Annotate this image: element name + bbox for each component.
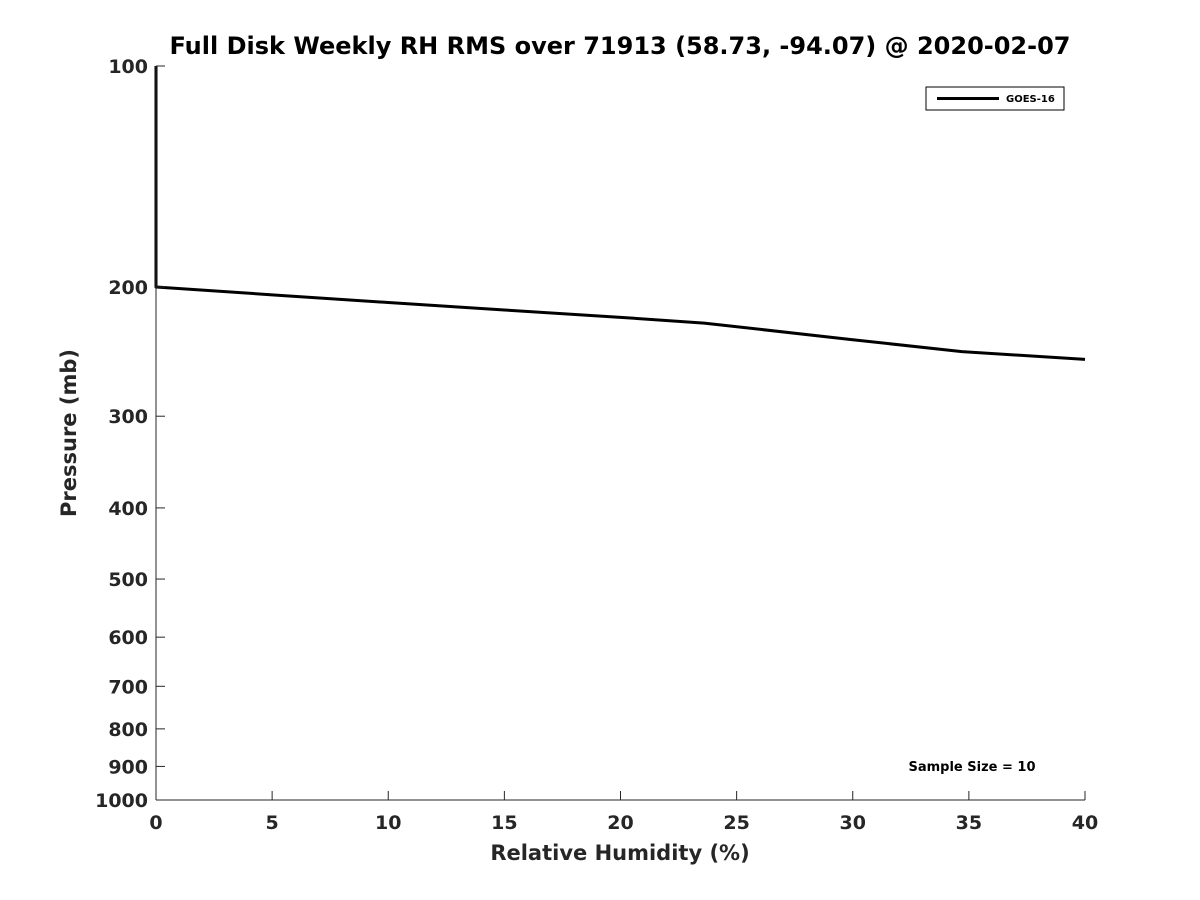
plot-area	[154, 66, 1086, 361]
y-axis-title: Pressure (mb)	[57, 349, 81, 517]
y-tick-label: 100	[108, 56, 148, 78]
y-tick-label: 900	[108, 756, 148, 778]
legend: GOES-16	[925, 86, 1065, 111]
legend-label-goes-16: GOES-16	[1006, 94, 1055, 105]
y-tick-label: 400	[108, 498, 148, 520]
y-tick-label: 300	[108, 406, 148, 428]
x-tick-label: 30	[840, 812, 866, 834]
x-tick-label: 5	[266, 812, 279, 834]
x-tick-label: 25	[723, 812, 749, 834]
axes: 0 5 10 15 20 25 30 35 40 100 200 300 400 500 600 700 800…	[95, 56, 1098, 834]
y-tick-label: 700	[108, 676, 148, 698]
x-tick-label: 10	[375, 812, 401, 834]
x-tick-label: 15	[491, 812, 517, 834]
x-axis-title: Relative Humidity (%)	[490, 841, 749, 865]
x-tick-label: 35	[956, 812, 982, 834]
y-tick-label: 800	[108, 719, 148, 741]
sample-size-annotation: Sample Size = 10	[908, 760, 1035, 775]
x-tick-label: 20	[607, 812, 633, 834]
y-tick-label: 600	[108, 627, 148, 649]
series-line-goes-16	[154, 66, 1086, 361]
y-tick-label: 500	[108, 569, 148, 591]
y-tick-label: 200	[108, 277, 148, 299]
chart-title: Full Disk Weekly RH RMS over 71913 (58.7…	[169, 32, 1070, 60]
x-tick-label: 40	[1072, 812, 1098, 834]
y-tick-label: 1000	[95, 790, 148, 812]
x-tick-label: 0	[149, 812, 162, 834]
